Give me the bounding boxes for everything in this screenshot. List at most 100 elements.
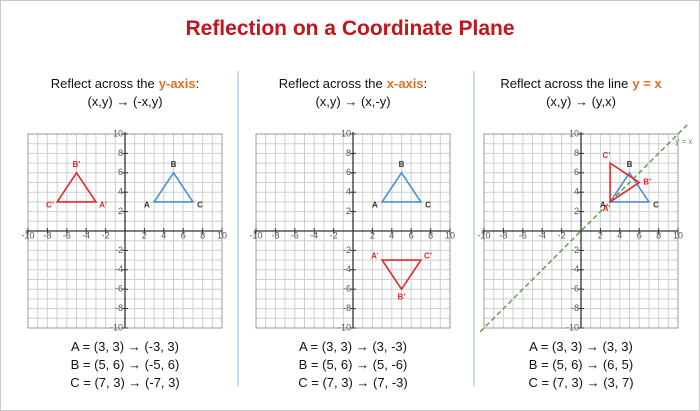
- y-tick-label: -10: [566, 322, 579, 332]
- heading-emphasis: x-axis: [386, 76, 424, 91]
- rule: (x,y) → (x,-y): [315, 94, 391, 109]
- original-vertex-label: A: [372, 201, 378, 210]
- x-tick-label: 10: [673, 230, 683, 240]
- x-tick-label: -4: [82, 230, 90, 240]
- image-vertex-label: C’: [424, 252, 432, 261]
- y-tick-label: -10: [338, 322, 351, 332]
- y-tick-label: -4: [571, 264, 579, 274]
- y-tick-label: 6: [118, 167, 123, 177]
- original-vertex-label: B: [171, 160, 177, 169]
- equation: B = (5, 6) → (5, -6): [298, 357, 408, 372]
- equation: C = (7, 3) → (-7, 3): [70, 375, 180, 390]
- equation: B = (5, 6) → (-5, 6): [70, 357, 180, 372]
- x-tick-label: 6: [409, 230, 414, 240]
- x-tick-label: -10: [249, 230, 262, 240]
- equation: C = (7, 3) → (7, -3): [298, 375, 408, 390]
- y-tick-label: 8: [118, 148, 123, 158]
- rule: (x,y) → (y,x): [546, 94, 616, 109]
- y-tick-label: -4: [115, 264, 123, 274]
- original-vertex-label: A: [144, 201, 150, 210]
- heading-text: Reflect across the line: [500, 76, 629, 91]
- x-tick-label: 4: [389, 230, 394, 240]
- image-vertex-label: C’: [603, 151, 611, 160]
- y-tick-label: 6: [574, 167, 579, 177]
- original-triangle: [380, 171, 423, 203]
- image-vertex-label: B’: [398, 292, 406, 301]
- y-tick-label: 4: [118, 187, 123, 197]
- x-tick-label: 10: [445, 230, 455, 240]
- x-tick-label: 10: [217, 230, 227, 240]
- y-tick-label: 8: [574, 148, 579, 158]
- x-tick-label: -2: [102, 230, 110, 240]
- equation: B = (5, 6) → (6, 5): [528, 357, 634, 372]
- image-vertex-label: A’: [371, 252, 379, 261]
- x-tick-label: -6: [519, 230, 527, 240]
- equation: C = (7, 3) → (3, 7): [528, 375, 634, 390]
- x-tick-label: -4: [310, 230, 318, 240]
- y-tick-label: 4: [574, 187, 579, 197]
- heading-suffix: :: [423, 76, 428, 91]
- heading-suffix: :: [195, 76, 200, 91]
- y-tick-label: 8: [346, 148, 351, 158]
- y-tick-label: 2: [346, 206, 351, 216]
- y-tick-label: 2: [118, 206, 123, 216]
- y-tick-label: 10: [113, 128, 123, 138]
- reflection-line-label: y = x: [675, 137, 692, 146]
- y-tick-label: 4: [346, 187, 351, 197]
- equation: A = (3, 3) → (3, -3): [298, 339, 407, 354]
- image-triangle: [380, 259, 423, 291]
- reflection-line: [479, 123, 689, 333]
- x-tick-label: -6: [291, 230, 299, 240]
- equation: A = (3, 3) → (3, 3): [529, 339, 633, 354]
- original-vertex-label: C: [425, 201, 431, 210]
- x-tick-label: 8: [656, 230, 661, 240]
- y-tick-label: -8: [571, 303, 579, 313]
- y-tick-label: -6: [115, 284, 123, 294]
- heading-emphasis: y-axis: [158, 76, 196, 91]
- heading: Reflect across the x-axis:: [236, 75, 470, 93]
- x-tick-label: 2: [370, 230, 375, 240]
- x-tick-label: 4: [617, 230, 622, 240]
- y-tick-label: -8: [115, 303, 123, 313]
- image-vertex-label: A’: [603, 204, 611, 213]
- y-tick-label: -2: [115, 245, 123, 255]
- x-tick-label: -2: [330, 230, 338, 240]
- equation: A = (3, 3) → (-3, 3): [70, 339, 179, 354]
- x-tick-label: -8: [43, 230, 51, 240]
- y-tick-label: -6: [571, 284, 579, 294]
- image-vertex-label: C’: [46, 201, 54, 210]
- original-triangle: [608, 171, 651, 203]
- image-vertex-label: A’: [99, 201, 107, 210]
- heading-emphasis: y = x: [632, 76, 662, 91]
- x-tick-label: 8: [428, 230, 433, 240]
- heading-text: Reflect across the: [278, 76, 383, 91]
- x-tick-label: -8: [499, 230, 507, 240]
- y-tick-label: 6: [346, 167, 351, 177]
- x-tick-label: -8: [271, 230, 279, 240]
- original-vertex-label: C: [653, 201, 659, 210]
- y-tick-label: -4: [343, 264, 351, 274]
- original-vertex-label: A: [600, 201, 606, 210]
- x-tick-label: 4: [161, 230, 166, 240]
- y-tick-label: -2: [343, 245, 351, 255]
- y-tick-label: -6: [343, 284, 351, 294]
- heading: Reflect across the line y = x: [464, 75, 698, 93]
- image-triangle: [609, 161, 641, 204]
- y-tick-label: 2: [574, 206, 579, 216]
- image-vertex-label: B’: [643, 178, 651, 187]
- x-tick-label: -4: [538, 230, 546, 240]
- image-vertex-label: B’: [73, 160, 81, 169]
- original-vertex-label: C: [197, 201, 203, 210]
- x-tick-label: 2: [142, 230, 147, 240]
- rule: (x,y) → (-x,y): [87, 94, 163, 109]
- x-tick-label: -6: [63, 230, 71, 240]
- y-tick-label: -10: [110, 322, 123, 332]
- y-tick-label: 10: [341, 128, 351, 138]
- original-vertex-label: B: [399, 160, 405, 169]
- original-vertex-label: B: [627, 160, 633, 169]
- image-triangle: [55, 171, 98, 203]
- x-tick-label: 6: [181, 230, 186, 240]
- x-tick-label: 8: [200, 230, 205, 240]
